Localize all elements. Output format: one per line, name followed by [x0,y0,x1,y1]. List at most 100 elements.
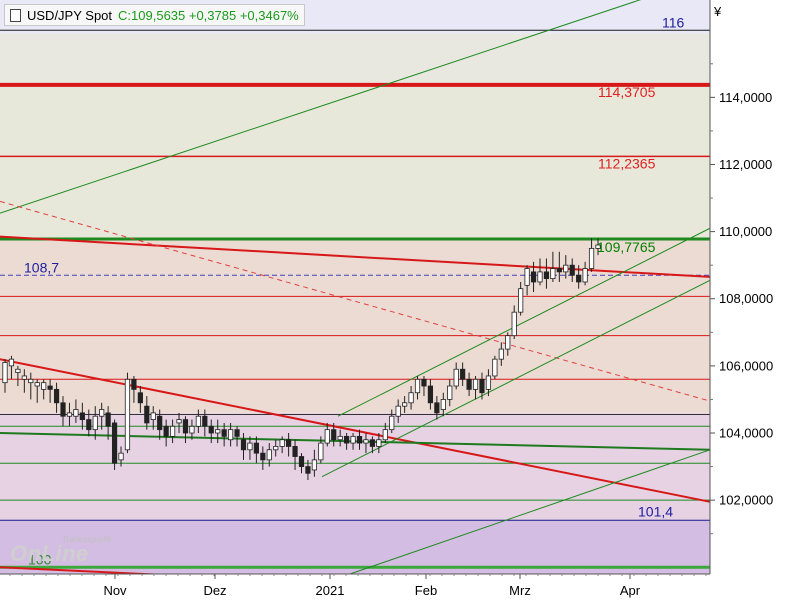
x-tick-label-Apr: Apr [620,583,641,598]
candle-body-78 [505,335,511,350]
time-axis-bg [0,574,800,600]
candle-body-85 [550,268,556,280]
price-axis-bg [710,0,800,600]
candle-body-35 [227,429,234,441]
candle-body-80 [518,288,524,313]
candle-body-53 [344,435,350,444]
level-label-112-2365: 112,2365 [598,156,656,172]
candle-body-57 [369,439,376,447]
candle-body-21 [137,392,143,404]
candle-body-69 [447,385,453,400]
level-labels: 116 114,3705 112,2365 109,7765 108,7 101,4 100 [24,15,685,568]
candle-body-47 [305,466,311,474]
candle-body-44 [286,439,292,447]
candle-body-28 [182,419,189,434]
x-tick-label-Dez: Dez [203,583,226,598]
candle-body-92 [595,244,601,249]
x-tick-label-Feb: Feb [415,583,437,598]
candle-body-91 [588,247,595,269]
candle-body-30 [195,415,201,427]
level-label-114-3705: 114,3705 [598,84,656,100]
x-tick-label-2021: 2021 [316,583,345,598]
candle-body-88 [569,264,575,276]
candle-body-68 [440,399,446,410]
candle-body-46 [298,456,305,467]
candle-body-81 [524,268,530,286]
candle-body-75 [485,375,492,390]
watermark-tradesignal: Tradesignal® [62,535,112,544]
candle-body-48 [311,459,317,471]
candle-body-66 [427,385,434,404]
candle-body-19 [124,378,131,451]
candle-body-56 [363,439,369,444]
candle-body-39 [253,442,259,454]
channel-upper [337,227,711,417]
candle-body-38 [247,442,253,451]
candle-body-67 [434,402,440,414]
candle-body-32 [208,425,214,434]
instrument-box-icon[interactable] [10,8,21,22]
candle-body-60 [389,415,395,431]
candle-body-23 [150,412,156,420]
candle-body-41 [266,449,272,461]
candle-body-29 [189,425,195,434]
candle-body-58 [376,439,382,447]
price-band-5 [0,520,710,574]
y-tick-label-108: 108,0000 [719,291,773,306]
candle-body-20 [131,378,137,390]
candle-body-62 [402,402,408,407]
candle-body-33 [215,429,221,434]
watermark-online: OnLine [10,541,89,566]
candle-body-74 [479,378,485,394]
candle-body-90 [582,268,588,283]
candle-body-72 [466,378,472,390]
candle-body-4 [28,378,34,384]
y-tick-label-102: 102,0000 [719,493,773,508]
chart-header[interactable]: USD/JPY Spot C:109,5635 +0,3785 +0,3467% [4,4,305,26]
candle-body-18 [118,452,124,461]
candle-body-51 [331,429,337,441]
level-label-109-7765: 109,7765 [597,239,656,255]
y-tick-label-110: 110,0000 [719,224,772,239]
candle-body-34 [221,429,227,437]
x-tick-label-Mrz: Mrz [509,583,531,598]
candle-body-87 [563,264,569,273]
price-band-4 [0,412,710,521]
candle-body-89 [576,274,582,283]
channel-long-lower [349,449,711,575]
candle-body-9 [60,402,66,417]
candle-body-83 [537,271,543,283]
candle-body-82 [530,271,537,283]
candle-body-26 [169,425,176,437]
y-tick-label-106: 106,0000 [719,358,773,373]
level-label-101-4: 101,4 [638,503,673,519]
candle-body-61 [395,405,401,417]
candle-body-17 [111,422,118,464]
candle-body-37 [240,439,247,451]
candle-body-64 [414,378,421,394]
candle-body-5 [34,382,40,387]
channel-lower [321,279,711,478]
candle-body-14 [92,415,98,431]
currency-symbol: ¥ [714,4,722,19]
candle-body-54 [350,435,356,444]
candle-body-12 [79,412,85,420]
level-label-108-7: 108,7 [24,259,59,275]
candle-body-25 [163,425,169,437]
y-tick-label-112: 112,0000 [719,157,772,172]
candle-body-40 [260,452,266,461]
candle-body-36 [234,429,240,437]
level-label-116: 116 [662,15,685,31]
candle-body-43 [279,439,285,447]
candle-body-24 [157,415,163,431]
level-label-100: 100 [28,551,52,567]
price-band-3 [0,238,710,413]
candle-body-50 [324,429,330,444]
candle-body-84 [543,271,550,280]
candle-body-13 [86,419,92,431]
candle-body-86 [556,268,562,273]
candle-body-7 [47,385,53,390]
